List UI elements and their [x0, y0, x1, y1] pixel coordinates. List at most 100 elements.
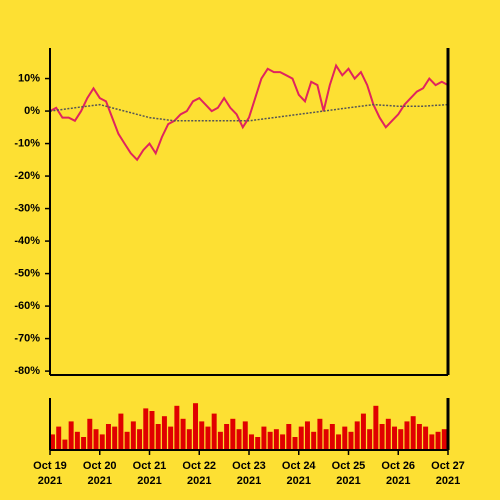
volume-bar	[311, 431, 317, 450]
volume-bar	[56, 426, 62, 450]
x-tick-label-line: Oct 21	[133, 460, 167, 472]
x-tick-label-line: Oct 24	[282, 460, 317, 472]
x-tick-label: Oct 22 2021	[182, 460, 216, 487]
volume-bar	[410, 416, 416, 450]
volume-bar	[62, 439, 68, 450]
volume-bar	[323, 429, 329, 450]
volume-bar	[379, 424, 385, 450]
price-line	[49, 63, 449, 162]
volume-bar	[435, 431, 441, 450]
volume-bar	[423, 426, 429, 450]
volume-bar	[367, 429, 373, 450]
x-tick-label: Oct 20 2021	[83, 460, 117, 487]
volume-bar	[255, 437, 261, 450]
x-tick-label: Oct 27 2021	[431, 460, 465, 487]
volume-bar	[124, 431, 130, 450]
y-tick-label: -30%	[14, 202, 40, 214]
volume-bar	[267, 431, 273, 450]
volume-bar	[50, 434, 55, 450]
volume-bar	[298, 426, 304, 450]
y-tick-label: -80%	[14, 365, 40, 377]
volume-bar	[211, 413, 217, 450]
x-tick-label-line: 2021	[137, 475, 161, 487]
volume-bar	[392, 426, 398, 450]
volume-bar	[81, 437, 87, 450]
x-tick-label-line: Oct 23	[232, 460, 266, 472]
volume-bar	[180, 418, 186, 450]
volume-bar	[205, 426, 211, 450]
volume-bar	[304, 421, 310, 450]
volume-bar	[137, 429, 143, 450]
volume-bar	[249, 434, 254, 450]
y-tick-label: -50%	[14, 267, 40, 279]
volume-bar	[193, 403, 199, 450]
y-tick-label: -40%	[14, 235, 40, 247]
volume-bar	[441, 429, 447, 450]
volume-bar	[230, 418, 236, 450]
volume-bar	[99, 434, 105, 450]
y-tick-label: -20%	[14, 170, 40, 182]
volume-bar	[354, 421, 360, 450]
volume-bar	[398, 429, 404, 450]
volume-bar	[429, 434, 435, 450]
x-tick-label: Oct 19 2021	[33, 460, 67, 487]
volume-bar	[336, 434, 342, 450]
x-tick-label: Oct 25 2021	[332, 460, 366, 487]
x-tick-label-line: 2021	[38, 475, 62, 487]
volume-bar	[236, 429, 242, 450]
x-tick-label-line: 2021	[287, 475, 311, 487]
y-tick-label: -60%	[14, 300, 40, 312]
volume-bar	[105, 424, 111, 450]
y-tick-label: 10%	[18, 72, 40, 84]
volume-bar	[385, 418, 391, 450]
y-tick-label: -70%	[14, 333, 40, 345]
moving-average	[49, 103, 449, 122]
volume-bar	[416, 424, 422, 450]
volume-bar	[360, 413, 366, 450]
volume-bar	[224, 424, 230, 450]
x-tick-label-line: Oct 20	[83, 460, 117, 472]
volume-bar	[149, 411, 155, 450]
volume-bar	[87, 418, 93, 450]
volume-bar	[292, 437, 298, 450]
volume-bar	[273, 429, 279, 450]
x-tick-label-line: 2021	[336, 475, 360, 487]
volume-bar	[112, 426, 118, 450]
volume-bar	[130, 421, 136, 450]
volume-bar	[168, 426, 174, 450]
volume-bar	[242, 421, 248, 450]
volume-bar	[186, 429, 192, 450]
volume-bar	[286, 424, 292, 450]
x-tick-label-line: Oct 26	[381, 460, 415, 472]
volume-bar	[348, 431, 354, 450]
volume-bar	[68, 421, 74, 450]
x-tick-label: Oct 21 2021	[133, 460, 167, 487]
volume-bar	[329, 424, 335, 450]
volume-bar	[74, 431, 80, 450]
volume-bar	[174, 405, 180, 450]
x-tick-label-line: Oct 27	[431, 460, 465, 472]
y-tick-label: -10%	[14, 137, 40, 149]
volume-bar	[280, 434, 286, 450]
volume-bar	[342, 426, 348, 450]
y-tick-label: 0%	[24, 105, 40, 117]
x-tick-label-line: 2021	[386, 475, 410, 487]
volume-bar	[199, 421, 205, 450]
volume-bar	[217, 431, 223, 450]
x-tick-label-line: 2021	[88, 475, 112, 487]
x-tick-label-line: Oct 22	[182, 460, 216, 472]
volume-bar	[118, 413, 124, 450]
x-tick-label-line: Oct 19	[33, 460, 67, 472]
volume-bar	[261, 426, 267, 450]
x-tick-label: Oct 23 2021	[232, 460, 266, 487]
x-tick-label-line: 2021	[436, 475, 460, 487]
x-tick-label-line: 2021	[237, 475, 261, 487]
x-tick-label-line: 2021	[187, 475, 211, 487]
x-tick-label-line: Oct 25	[332, 460, 366, 472]
volume-bar	[155, 424, 161, 450]
x-tick-label: Oct 26 2021	[381, 460, 415, 487]
volume-bar	[373, 405, 379, 450]
